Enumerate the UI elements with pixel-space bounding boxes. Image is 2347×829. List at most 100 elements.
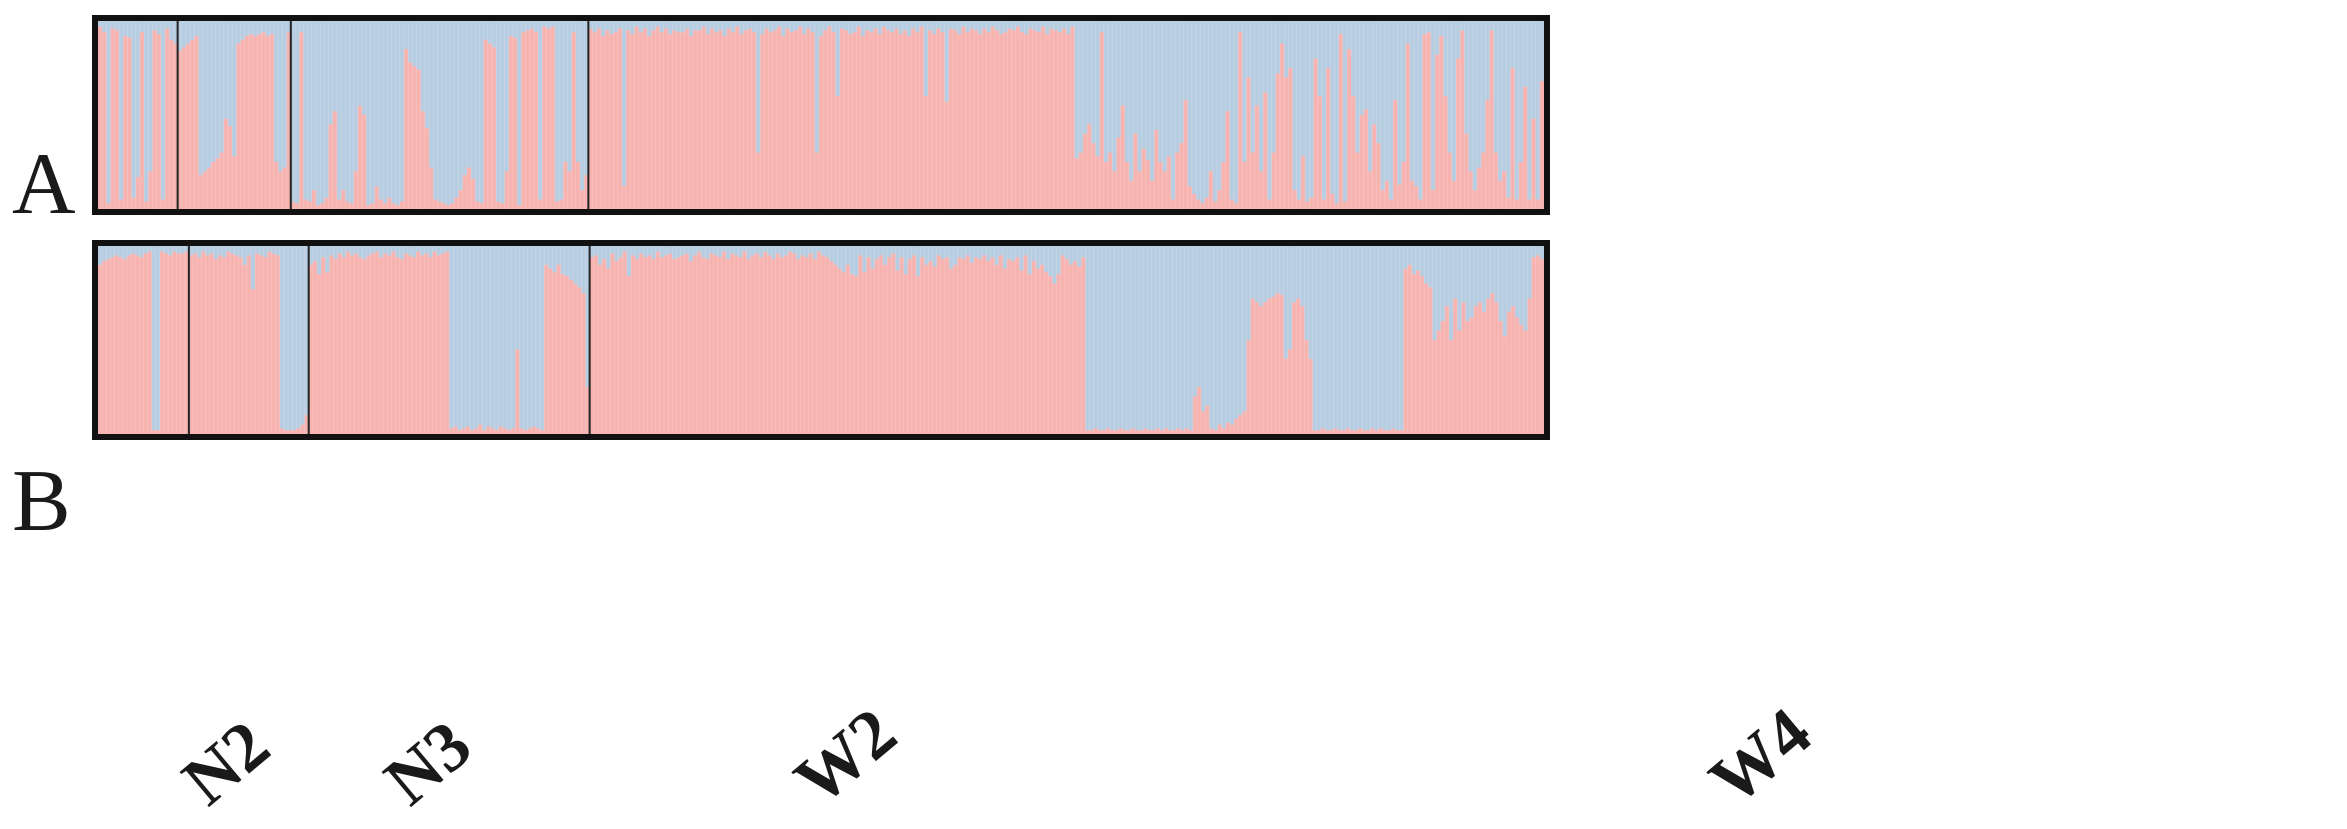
bar-cluster1-b-n3-27 xyxy=(300,424,305,434)
bar-cluster1-b-w2-29 xyxy=(428,257,434,434)
bar-cluster1-a-w4-20 xyxy=(672,30,677,210)
bar-cluster2-b-w4-62 xyxy=(845,246,851,265)
bar-cluster1-b-w4-75 xyxy=(899,257,905,434)
bar-cluster2-a-w2-11 xyxy=(336,21,342,200)
bar-cluster2-b-w4-139 xyxy=(1163,246,1169,429)
bar-cluster1-b-w2-19 xyxy=(387,255,392,434)
bar-cluster1-b-n2-2 xyxy=(106,259,111,434)
bar-cluster2-a-w4-119 xyxy=(1087,21,1092,125)
bar-cluster2-b-w4-64 xyxy=(854,246,859,277)
bar-cluster1-a-w4-75 xyxy=(902,30,908,210)
bar-cluster1-a-w4-204 xyxy=(1443,96,1448,209)
bar-cluster2-b-w4-21 xyxy=(676,246,681,258)
bar-cluster1-a-w2-51 xyxy=(504,171,510,209)
bar-cluster2-b-w4-35 xyxy=(734,246,739,256)
bar-cluster2-a-w4-77 xyxy=(911,21,916,29)
bar-cluster2-a-w4-0 xyxy=(588,21,593,29)
bar-cluster2-b-w2-42 xyxy=(482,246,487,431)
bar-cluster1-b-w2-26 xyxy=(416,251,421,434)
bar-cluster2-b-w4-160 xyxy=(1250,246,1256,299)
bar-cluster1-a-w2-62 xyxy=(550,26,556,209)
bar-cluster1-b-w4-133 xyxy=(1139,430,1144,434)
bar-cluster2-a-w4-152 xyxy=(1225,21,1231,112)
bar-cluster1-a-w4-125 xyxy=(1112,171,1117,209)
bar-cluster2-a-w4-192 xyxy=(1393,21,1398,100)
bar-cluster1-b-w4-161 xyxy=(1254,302,1260,434)
bar-cluster1-b-w4-35 xyxy=(734,255,739,434)
bar-cluster2-b-w2-14 xyxy=(366,246,372,256)
bar-cluster1-b-w4-41 xyxy=(759,257,764,434)
bar-cluster1-b-n3-14 xyxy=(246,255,252,434)
bar-cluster2-b-w2-2 xyxy=(316,246,322,275)
bar-cluster1-a-w4-108 xyxy=(1041,26,1046,209)
bar-cluster1-a-w2-14 xyxy=(349,203,355,209)
bar-cluster1-b-n3-10 xyxy=(230,253,235,434)
bar-cluster1-b-w4-12 xyxy=(639,253,644,434)
bar-cluster2-a-w4-218 xyxy=(1502,21,1507,172)
bar-cluster2-b-w4-69 xyxy=(874,246,880,260)
bar-cluster1-b-w4-2 xyxy=(597,264,603,434)
bar-cluster1-a-n3-14 xyxy=(236,43,241,210)
bar-cluster2-b-w4-10 xyxy=(630,246,636,256)
bar-cluster1-a-n3-0 xyxy=(177,51,183,209)
bar-cluster2-a-w4-164 xyxy=(1275,21,1281,74)
bar-cluster2-b-w4-29 xyxy=(709,246,714,254)
bar-cluster1-a-w2-0 xyxy=(290,201,296,209)
bar-cluster1-b-w4-198 xyxy=(1407,264,1413,434)
bar-cluster2-b-w4-65 xyxy=(858,246,863,256)
bar-cluster1-a-w2-53 xyxy=(512,37,518,209)
bar-cluster2-a-w4-10 xyxy=(630,21,635,35)
bar-cluster2-b-w4-147 xyxy=(1196,246,1202,387)
bar-cluster1-a-w4-112 xyxy=(1057,32,1063,209)
bar-cluster1-a-w4-158 xyxy=(1250,152,1256,209)
bar-cluster2-a-w4-75 xyxy=(902,21,908,31)
bar-cluster2-b-w4-81 xyxy=(924,246,929,265)
bar-cluster1-b-n3-26 xyxy=(296,428,301,434)
bar-cluster1-b-w2-20 xyxy=(391,251,396,434)
bar-cluster2-b-n3-5 xyxy=(209,246,215,254)
bar-cluster2-a-w4-130 xyxy=(1133,21,1138,134)
bar-cluster2-b-w4-151 xyxy=(1213,246,1219,431)
bar-cluster1-a-w4-10 xyxy=(630,34,635,209)
bar-cluster2-a-w4-112 xyxy=(1057,21,1063,33)
bar-cluster2-b-n3-7 xyxy=(217,246,223,256)
bar-cluster2-a-w4-159 xyxy=(1254,21,1260,106)
bar-cluster1-b-w4-196 xyxy=(1399,430,1404,434)
bar-cluster1-b-w4-113 xyxy=(1056,274,1062,434)
bar-cluster2-a-w4-114 xyxy=(1066,21,1071,35)
bar-cluster2-a-w4-143 xyxy=(1187,21,1193,187)
bar-cluster2-b-w4-76 xyxy=(903,246,909,275)
bar-cluster1-a-w4-21 xyxy=(676,32,681,209)
bar-cluster2-b-w4-210 xyxy=(1457,246,1462,331)
bar-cluster2-a-w4-21 xyxy=(676,21,681,33)
bar-cluster2-b-n3-2 xyxy=(197,246,202,258)
bar-cluster2-a-w4-209 xyxy=(1464,21,1469,134)
bar-cluster2-a-w4-131 xyxy=(1137,21,1143,172)
bar-cluster2-a-n2-11 xyxy=(144,21,149,202)
bar-cluster1-a-w4-106 xyxy=(1032,30,1038,210)
bar-cluster2-b-n3-3 xyxy=(201,246,206,252)
bar-cluster2-b-w2-58 xyxy=(548,246,553,269)
bar-cluster2-a-w4-149 xyxy=(1212,21,1218,202)
bar-cluster1-a-w4-11 xyxy=(634,26,640,209)
bar-cluster1-b-w4-169 xyxy=(1287,349,1293,434)
bar-cluster2-b-w4-208 xyxy=(1448,246,1454,340)
bar-cluster1-b-w4-14 xyxy=(647,255,653,434)
bar-cluster2-b-w4-174 xyxy=(1308,246,1314,359)
bar-cluster2-b-w4-148 xyxy=(1201,246,1206,412)
bar-cluster1-a-w4-177 xyxy=(1330,193,1335,209)
bar-cluster2-b-w4-19 xyxy=(668,246,673,254)
bar-cluster1-b-w4-171 xyxy=(1296,298,1301,434)
bar-cluster1-a-w4-154 xyxy=(1233,203,1239,209)
bar-cluster2-b-n2-15 xyxy=(159,246,165,252)
bar-cluster2-a-n2-9 xyxy=(135,21,141,178)
bar-cluster1-b-n3-12 xyxy=(238,257,243,434)
bar-cluster1-a-w4-70 xyxy=(881,26,887,209)
bar-cluster2-b-w4-127 xyxy=(1114,246,1119,431)
bar-cluster1-b-w4-156 xyxy=(1234,418,1239,434)
bar-cluster2-a-w2-68 xyxy=(575,21,581,162)
bar-cluster1-a-w4-60 xyxy=(839,28,845,209)
bar-cluster2-b-w4-150 xyxy=(1209,246,1214,429)
bar-cluster1-b-w4-53 xyxy=(808,253,814,434)
bar-cluster1-b-n3-5 xyxy=(209,253,215,434)
